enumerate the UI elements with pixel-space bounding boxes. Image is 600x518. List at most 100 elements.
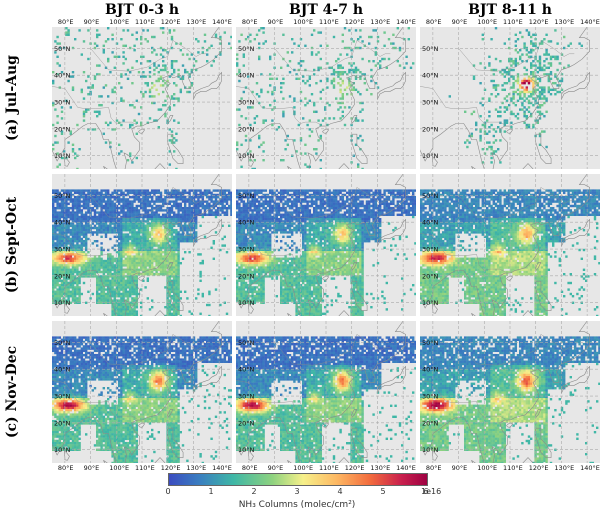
- lon-tick-label: 90°E: [267, 464, 284, 472]
- lat-tick-label: 40°N: [54, 72, 71, 80]
- nh3-field: [448, 27, 583, 164]
- row-label-sept-oct: (b) Sept-Oct: [4, 196, 20, 294]
- lat-tick-label: 10°N: [238, 152, 255, 160]
- map-canvas: 50°N 40°N 30°N 20°N 10°N: [52, 174, 232, 316]
- lon-tick-label: 100°E: [293, 18, 314, 26]
- lon-tick-label: 120°E: [528, 464, 549, 472]
- lat-tick-label: 10°N: [422, 152, 439, 160]
- nh3-field: [420, 189, 600, 316]
- lat-tick-label: 40°N: [422, 72, 439, 80]
- lat-tick-label: 40°N: [422, 219, 439, 227]
- lon-tick-label: 90°E: [83, 18, 100, 26]
- map-canvas: 50°N 40°N 30°N 20°N 10°N: [236, 174, 416, 316]
- lat-tick-label: 30°N: [54, 393, 71, 401]
- coastline: [52, 174, 222, 316]
- lon-tick-label: 100°E: [477, 464, 498, 472]
- lat-tick-label: 20°N: [238, 125, 255, 133]
- lon-tick-label: 80°E: [425, 18, 442, 26]
- lat-tick-label: 40°N: [54, 219, 71, 227]
- lat-tick-label: 10°N: [422, 446, 439, 454]
- coastline: [506, 275, 514, 281]
- lon-tick-label: 130°E: [370, 464, 391, 472]
- country-border: [236, 233, 321, 272]
- coastline: [138, 128, 146, 134]
- row-label-jul-aug: (a) Jul-Aug: [4, 55, 20, 141]
- colorbar-tick-label: 0: [165, 487, 171, 496]
- lat-tick-label: 20°N: [238, 272, 255, 280]
- coastline: [535, 280, 552, 311]
- coastline: [506, 128, 514, 134]
- country-border: [90, 334, 207, 366]
- coastline: [236, 27, 406, 169]
- coastline: [193, 218, 222, 247]
- coastline: [167, 133, 184, 164]
- country-border: [274, 187, 391, 219]
- coastline: [154, 163, 166, 169]
- lon-tick-label: 100°E: [293, 464, 314, 472]
- lon-tick-label: 90°E: [451, 18, 468, 26]
- map-panel-r1-c3: 50°N 40°N 30°N 20°N 10°N: [420, 27, 600, 169]
- column-title-4-7h: BJT 4-7 h: [288, 2, 364, 18]
- coastline: [351, 427, 368, 458]
- coastline: [167, 427, 184, 458]
- colorbar-tick-label: 3: [294, 487, 300, 496]
- coastline: [167, 262, 174, 271]
- coastline: [167, 115, 174, 124]
- colorbar: [168, 473, 428, 486]
- coastline: [351, 133, 368, 164]
- lat-tick-label: 30°N: [238, 99, 255, 107]
- country-border: [274, 334, 391, 366]
- coastline: [322, 128, 330, 134]
- coastline: [138, 422, 146, 428]
- nh3-field: [236, 189, 416, 316]
- coastline: [561, 71, 590, 100]
- coastline: [561, 365, 590, 394]
- row-label-nov-dec: (c) Nov-Dec: [4, 345, 20, 439]
- colorbar-tick-label: 4: [337, 487, 343, 496]
- lat-tick-label: 30°N: [422, 393, 439, 401]
- lat-tick-label: 40°N: [238, 219, 255, 227]
- colorbar-label: NH₃ Columns (molec/cm²): [238, 500, 356, 510]
- coastline: [561, 218, 590, 247]
- coastline: [338, 163, 350, 169]
- lat-tick-label: 10°N: [422, 299, 439, 307]
- nh3-field: [52, 336, 232, 463]
- map-panel-r3-c3: 50°N 40°N 30°N 20°N 10°N: [420, 321, 600, 463]
- map-canvas: 50°N 40°N 30°N 20°N 10°N: [52, 27, 232, 169]
- colorbar-tick-label: 1: [208, 487, 214, 496]
- lat-tick-label: 10°N: [238, 446, 255, 454]
- country-border: [420, 380, 505, 419]
- lat-tick-label: 40°N: [238, 72, 255, 80]
- lon-tick-label: 80°E: [241, 18, 258, 26]
- coastline: [377, 71, 406, 100]
- map-canvas: 50°N 40°N 30°N 20°N 10°N: [52, 321, 232, 463]
- lat-tick-label: 40°N: [422, 366, 439, 374]
- lat-tick-label: 20°N: [422, 419, 439, 427]
- map-canvas: 50°N 40°N 30°N 20°N 10°N: [420, 321, 600, 463]
- coastline: [167, 280, 184, 311]
- coastline: [236, 321, 406, 463]
- coastline: [420, 174, 590, 316]
- coastline: [351, 280, 368, 311]
- map-canvas: 50°N 40°N 30°N 20°N 10°N: [420, 174, 600, 316]
- lat-tick-label: 10°N: [54, 152, 71, 160]
- lon-tick-label: 130°E: [186, 18, 207, 26]
- map-panel-r2-c3: 50°N 40°N 30°N 20°N 10°N: [420, 174, 600, 316]
- coastline: [338, 457, 350, 463]
- lon-tick-label: 100°E: [109, 18, 130, 26]
- map-panel-r1-c2: 50°N 40°N 30°N 20°N 10°N: [236, 27, 416, 169]
- lat-tick-label: 30°N: [238, 393, 255, 401]
- coastline: [322, 422, 330, 428]
- lon-tick-label: 110°E: [135, 18, 155, 26]
- lat-tick-label: 30°N: [238, 246, 255, 254]
- lat-tick-label: 20°N: [422, 125, 439, 133]
- lat-tick-label: 10°N: [54, 446, 71, 454]
- lon-tick-label: 80°E: [57, 18, 74, 26]
- lon-tick-label: 100°E: [477, 18, 498, 26]
- lat-tick-label: 50°N: [422, 45, 439, 53]
- lat-tick-label: 20°N: [54, 419, 71, 427]
- coastline: [420, 27, 590, 169]
- lat-tick-label: 20°N: [54, 125, 71, 133]
- lat-tick-label: 50°N: [422, 192, 439, 200]
- lat-tick-label: 30°N: [422, 246, 439, 254]
